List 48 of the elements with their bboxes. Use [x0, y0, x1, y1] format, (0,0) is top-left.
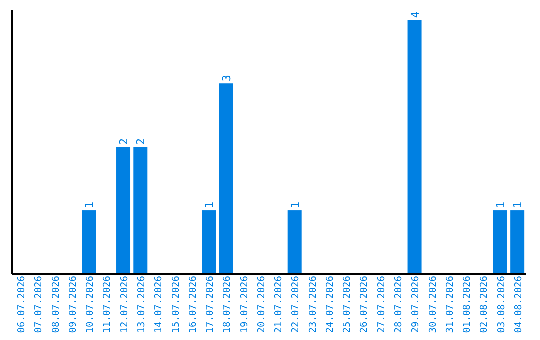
x-tick-label: 20.07.2026: [256, 276, 268, 334]
bar: [82, 210, 96, 274]
x-tick-label: 16.07.2026: [188, 276, 199, 334]
x-tick-label: 06.07.2026: [16, 276, 28, 334]
x-tick-label: 31.07.2026: [444, 276, 456, 334]
bar: [202, 210, 216, 274]
x-tick-label: 22.07.2026: [290, 276, 302, 334]
bar: [219, 84, 234, 274]
x-tick-label: 11.07.2026: [102, 276, 114, 334]
bar: [116, 147, 131, 274]
data-label: 1: [494, 202, 508, 209]
x-tick-label: 02.08.2026: [479, 276, 490, 334]
data-label: 2: [134, 138, 148, 146]
data-label: 1: [288, 202, 302, 209]
data-label: 3: [220, 74, 234, 82]
x-tick-label: 21.07.2026: [274, 276, 285, 334]
x-tick-label: 23.07.2026: [308, 276, 319, 334]
data-label: 1: [83, 202, 96, 209]
x-tick-label: 13.07.2026: [136, 276, 148, 334]
x-tick-label: 27.07.2026: [376, 276, 388, 334]
x-tick-label: 17.07.2026: [205, 276, 216, 334]
x-tick-label: 04.08.2026: [513, 276, 524, 334]
bar: [493, 210, 508, 274]
bar: [134, 147, 148, 274]
bar: [288, 210, 302, 274]
data-label: 2: [118, 138, 131, 146]
x-tick-label: 18.07.2026: [222, 276, 234, 334]
x-tick-label: 09.07.2026: [68, 276, 79, 334]
bar: [510, 210, 525, 274]
x-tick-label: 15.07.2026: [170, 276, 182, 334]
x-tick-label: 30.07.2026: [428, 276, 439, 334]
x-tick-label: 08.07.2026: [50, 276, 62, 334]
x-tick-label: 12.07.2026: [119, 276, 130, 334]
data-label: 4: [408, 11, 422, 18]
x-tick-label: 03.08.2026: [496, 276, 508, 334]
x-tick-label: 28.07.2026: [394, 276, 404, 334]
data-label: 1: [512, 202, 525, 209]
x-tick-label: 29.07.2026: [410, 276, 422, 334]
x-tick-label: 19.07.2026: [239, 276, 250, 334]
x-tick-label: 01.08.2026: [462, 276, 474, 334]
x-tick-label: 24.07.2026: [324, 276, 336, 334]
x-tick-label: 14.07.2026: [154, 276, 165, 334]
data-label: 1: [203, 202, 216, 209]
x-tick-label: 07.07.2026: [34, 276, 45, 334]
x-tick-label: 26.07.2026: [359, 276, 370, 334]
bar: [408, 20, 422, 274]
x-tick-label: 25.07.2026: [342, 276, 354, 334]
x-tick-label: 10.07.2026: [85, 276, 96, 334]
